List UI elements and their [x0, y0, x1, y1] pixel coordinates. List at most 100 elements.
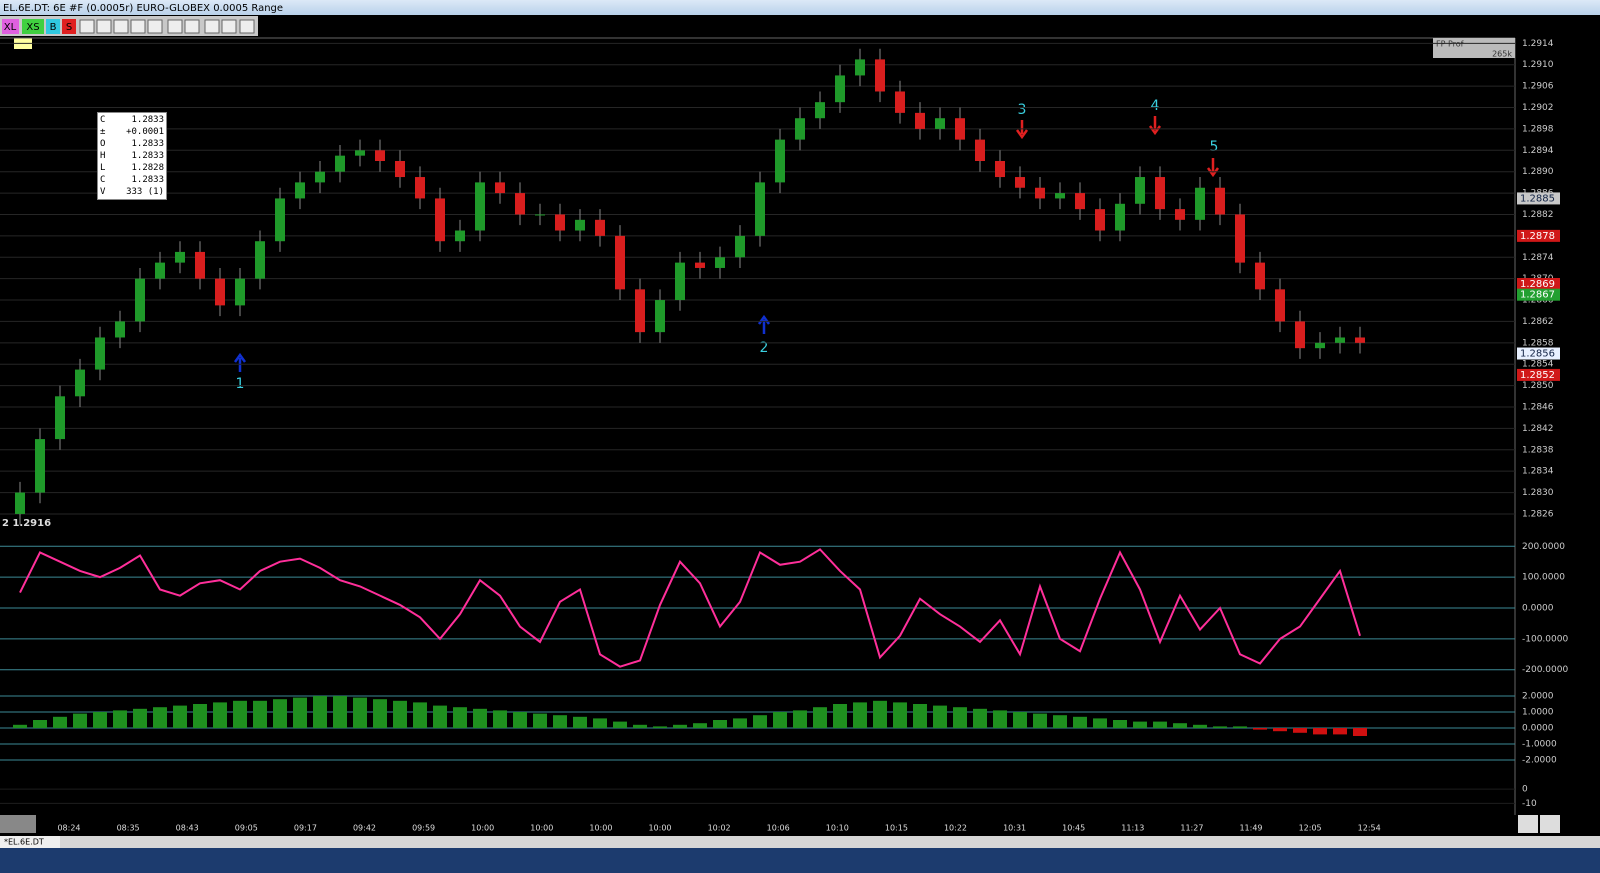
price-marker-label: 1.2856 [1520, 349, 1555, 360]
histogram-bar [553, 715, 567, 728]
x-tick-label: 09:42 [353, 824, 376, 833]
histogram-bar [733, 718, 747, 728]
price-marker-label: 1.2878 [1520, 231, 1555, 242]
histogram-bar [73, 713, 87, 728]
info-row: L 1.2828 [100, 162, 164, 174]
candle-body [155, 262, 165, 279]
candle-body [1275, 289, 1285, 322]
info-value: 1.2833 [131, 175, 164, 185]
toolbar-button[interactable] [22, 19, 44, 34]
add-button[interactable] [1540, 815, 1560, 833]
candle-body [895, 91, 905, 113]
candle-body [215, 278, 225, 306]
candle-body [935, 118, 945, 129]
toolbar-button[interactable] [46, 19, 60, 34]
scrollbar[interactable] [0, 836, 1600, 848]
candle-body [695, 262, 705, 268]
y-tick-label: 200.0000 [1522, 542, 1565, 552]
candle-body [1075, 193, 1085, 210]
histogram-bar [1293, 728, 1307, 733]
histogram-bar [1173, 723, 1187, 728]
x-tick-label: 10:22 [944, 824, 967, 833]
histogram-bar [593, 718, 607, 728]
toolbar-button[interactable] [62, 19, 76, 34]
y-tick-label: 1.2838 [1522, 445, 1554, 455]
histogram-bar [1273, 728, 1287, 732]
y-tick-label: -1.0000 [1522, 740, 1557, 750]
info-label: ± [100, 127, 106, 137]
histogram-bar [393, 700, 407, 728]
y-tick-label: 1.2854 [1522, 360, 1554, 370]
annotation: 1 [236, 376, 245, 392]
y-tick-label: 0.0000 [1522, 604, 1554, 614]
info-value: +0.0001 [126, 127, 164, 137]
candle-body [455, 230, 465, 242]
info-value: 1.2833 [131, 151, 164, 161]
refresh-button[interactable] [1518, 815, 1538, 833]
histogram-bar [113, 710, 127, 728]
annotation: 3 [1018, 102, 1027, 118]
x-tick-label: 10:00 [589, 824, 612, 833]
candle-body [55, 396, 65, 440]
candle-body [955, 118, 965, 140]
info-row: ± +0.0001 [100, 126, 164, 138]
price-marker [1517, 347, 1560, 360]
annotations: 1 2 3 4 5 [233, 98, 1220, 392]
candle-body [355, 150, 365, 156]
candle-body [375, 150, 385, 161]
y-tick-label: 1.2898 [1522, 124, 1554, 134]
info-label: C [100, 175, 106, 185]
candle-body [255, 241, 265, 279]
y-tick-label: 1.2906 [1522, 82, 1554, 92]
x-tick-label: 11:27 [1180, 824, 1203, 833]
candle-body [595, 219, 605, 236]
toolbar-button[interactable] [2, 19, 19, 34]
info-row: H 1.2833 [100, 150, 164, 162]
candle-body [435, 198, 445, 242]
histogram-bar [373, 699, 387, 728]
histogram-bar [1313, 728, 1327, 735]
candle-body [1015, 177, 1025, 188]
histogram-bar [913, 704, 927, 728]
y-tick-label: 1.2846 [1522, 403, 1554, 413]
price-marker [1517, 288, 1560, 301]
histogram-bar [1013, 712, 1027, 728]
scroll-thumb[interactable] [0, 815, 36, 833]
x-tick-label: 10:06 [767, 824, 790, 833]
histogram-bar [333, 696, 347, 728]
histogram-bar [13, 724, 27, 728]
candle-body [1195, 187, 1205, 220]
candle-body [995, 161, 1005, 178]
x-tick-label: 11:49 [1239, 824, 1262, 833]
histogram-bar [413, 702, 427, 728]
x-tick-label: 10:02 [708, 824, 731, 833]
tab[interactable] [0, 836, 60, 848]
x-tick-label: 10:00 [648, 824, 671, 833]
y-tick-label: -100.0000 [1522, 634, 1568, 644]
toolbar-label: S [66, 22, 72, 33]
info-row: C 1.2833 [100, 114, 164, 126]
candle-body [1335, 337, 1345, 343]
histogram-bar [973, 708, 987, 728]
histogram-bar [653, 726, 667, 728]
y-tick-label: -200.0000 [1522, 665, 1568, 675]
histogram-bar [993, 710, 1007, 728]
candle-body [615, 235, 625, 290]
y-tick-label: 1.2842 [1522, 424, 1554, 434]
candle-body [875, 59, 885, 92]
y-tick-label: 1.2874 [1522, 253, 1554, 263]
y-tick-label: 0.0000 [1522, 724, 1554, 734]
candle-body [575, 219, 585, 231]
candle-body [1355, 337, 1365, 343]
candle-body [415, 177, 425, 199]
histogram-bar [33, 720, 47, 728]
histogram-bar [813, 707, 827, 728]
histogram-bar [773, 712, 787, 728]
y-tick-label: 1.2882 [1522, 210, 1554, 220]
info-row: V 333 (1) [100, 186, 164, 198]
candle-body [1155, 177, 1165, 210]
price-marker-label: 1.2867 [1520, 290, 1555, 301]
histogram-bar [633, 724, 647, 728]
histogram-bar [953, 707, 967, 728]
candle-body [535, 214, 545, 216]
